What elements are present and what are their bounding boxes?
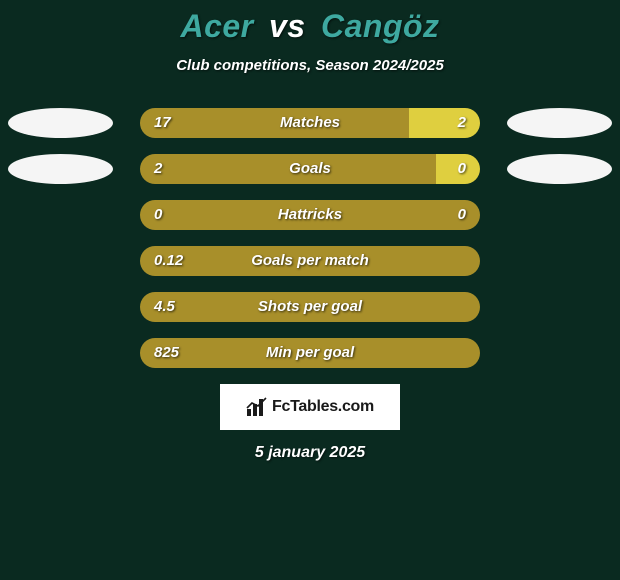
- brand-badge: FcTables.com: [220, 384, 400, 430]
- stat-bar-left: [140, 338, 480, 368]
- brand-text: FcTables.com: [272, 398, 374, 416]
- player2-badge: [507, 154, 612, 184]
- stat-row: 4.5Shots per goal: [0, 292, 620, 322]
- player1-badge: [8, 154, 113, 184]
- stat-rows: 172Matches 20Goals 00Hattricks 0.12Goals pe…: [0, 108, 620, 368]
- player2-name: Cangöz: [321, 8, 440, 44]
- page-title: Acer vs Cangöz: [0, 8, 620, 45]
- stat-row: 0.12Goals per match: [0, 246, 620, 276]
- stat-bar: 0.12Goals per match: [140, 246, 480, 276]
- stat-bar-right: [409, 108, 480, 138]
- player2-badge: [507, 108, 612, 138]
- stat-bar-right: [436, 154, 480, 184]
- stat-bar: 4.5Shots per goal: [140, 292, 480, 322]
- date-label: 5 january 2025: [0, 444, 620, 462]
- stat-bar-left: [140, 154, 436, 184]
- title-separator: vs: [269, 8, 306, 44]
- comparison-card: Acer vs Cangöz Club competitions, Season…: [0, 0, 620, 462]
- stat-row: 20Goals: [0, 154, 620, 184]
- stat-bar-left: [140, 108, 409, 138]
- stat-row: 00Hattricks: [0, 200, 620, 230]
- stat-bar-left: [140, 246, 480, 276]
- stat-bar-left: [140, 292, 480, 322]
- stat-bar: 825Min per goal: [140, 338, 480, 368]
- stat-row: 172Matches: [0, 108, 620, 138]
- player1-name: Acer: [180, 8, 253, 44]
- stat-bar-left: [140, 200, 480, 230]
- chart-icon: [246, 397, 268, 417]
- subtitle: Club competitions, Season 2024/2025: [0, 57, 620, 74]
- stat-row: 825Min per goal: [0, 338, 620, 368]
- player1-badge: [8, 108, 113, 138]
- stat-bar: 20Goals: [140, 154, 480, 184]
- stat-bar: 00Hattricks: [140, 200, 480, 230]
- stat-bar: 172Matches: [140, 108, 480, 138]
